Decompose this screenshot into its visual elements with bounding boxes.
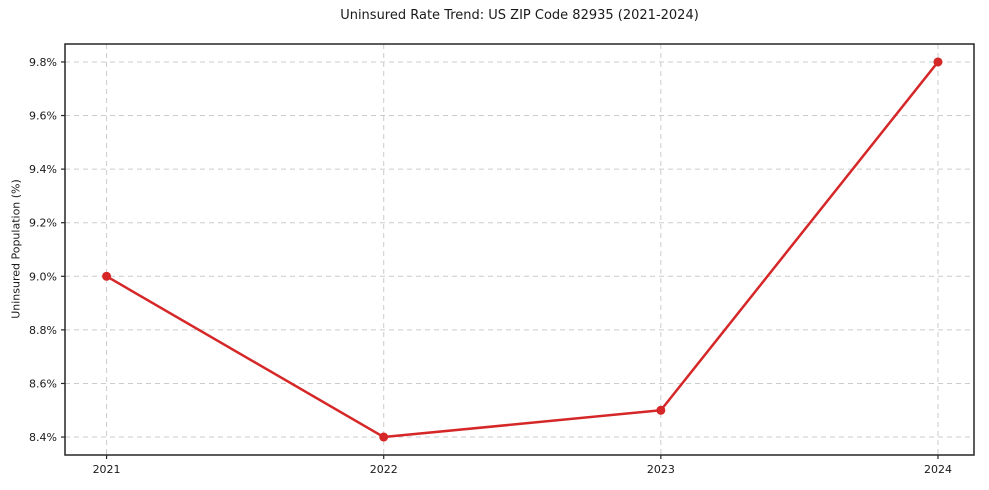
y-tick-label: 9.0% [29,270,57,283]
y-tick-label: 9.8% [29,56,57,69]
trend-line [105,60,940,439]
x-tick-label: 2021 [93,463,121,476]
chart-title: Uninsured Rate Trend: US ZIP Code 82935 … [340,8,699,23]
data-point-marker [102,271,112,281]
y-tick-label: 8.6% [29,377,57,390]
x-tick-label: 2024 [924,463,952,476]
data-point-marker [656,405,666,415]
x-tick-label: 2022 [370,463,398,476]
data-point-marker [933,57,943,67]
y-tick-label: 8.8% [29,324,57,337]
y-tick-label: 9.4% [29,163,57,176]
y-tick-label: 9.2% [29,217,57,230]
y-tick-label: 8.4% [29,431,57,444]
data-point-marker [379,432,389,442]
y-tick-label: 9.6% [29,110,57,123]
plot-border [64,43,975,456]
x-tick-label: 2023 [647,463,675,476]
